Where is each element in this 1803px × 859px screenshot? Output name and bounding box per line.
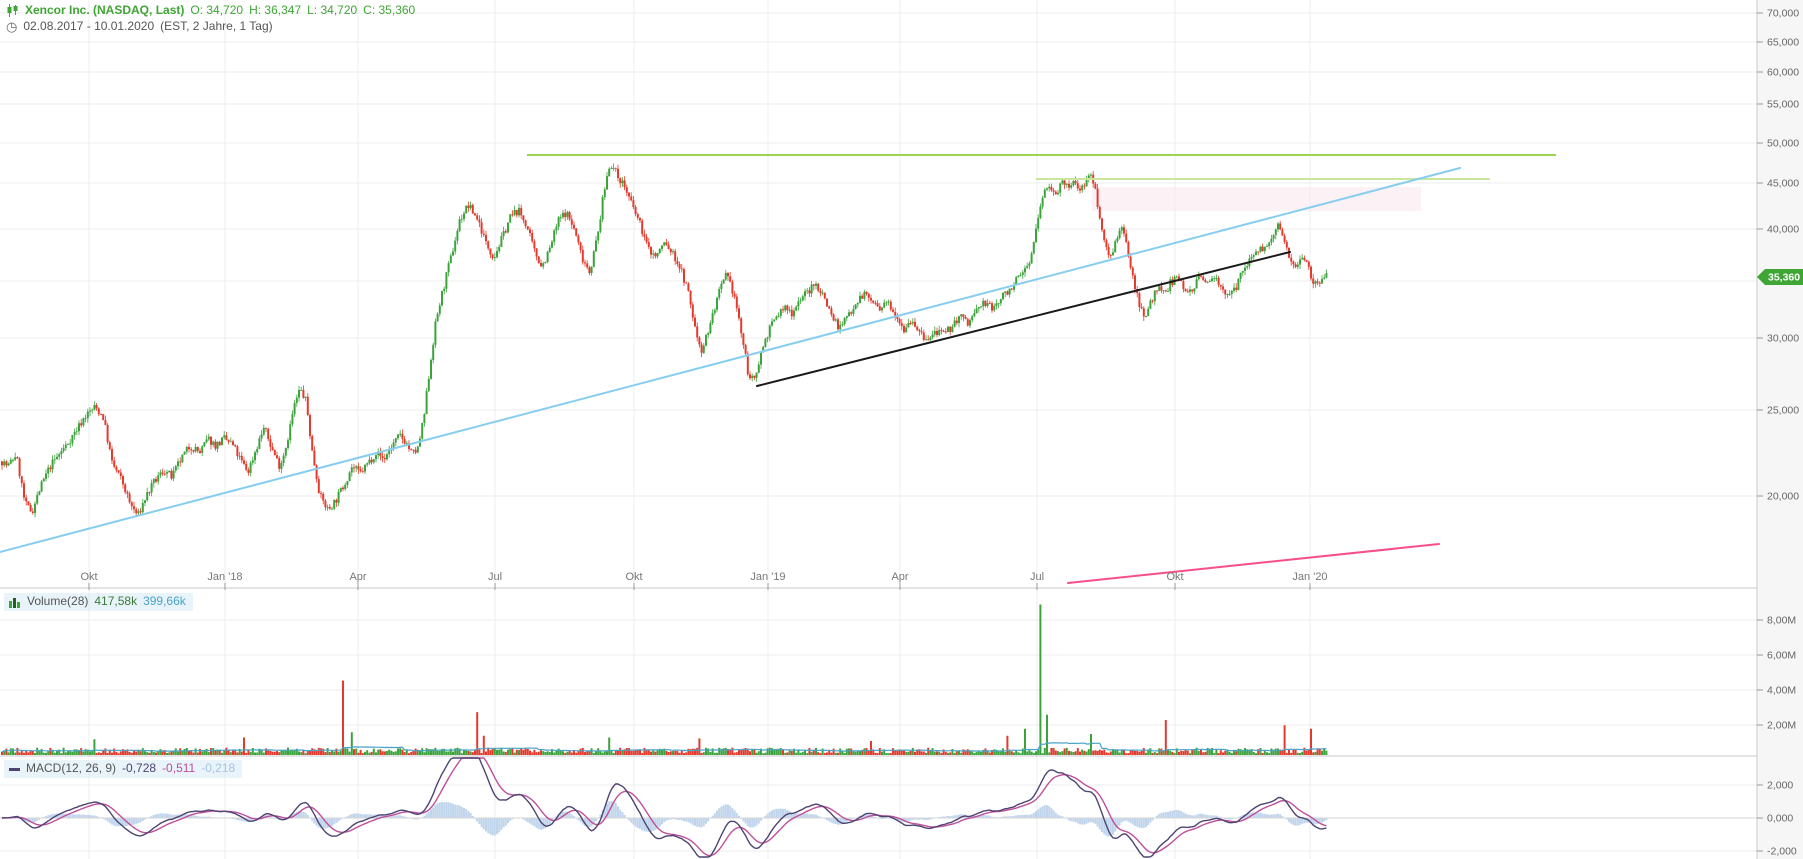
macd-line-icon (9, 764, 20, 774)
clock-icon: ◷ (6, 19, 18, 34)
price-tick-label: 55,000 (1767, 99, 1799, 111)
last-price-badge-label: 35,360 (1768, 272, 1800, 284)
volume-bars-icon (9, 596, 21, 608)
month-label: Jan '19 (750, 571, 785, 583)
volume-indicator-label: Volume(28) (27, 594, 89, 608)
symbol-label: Xencor Inc. (NASDAQ, Last) (25, 3, 185, 17)
macd-tick-label: -2,000 (1767, 846, 1797, 858)
macd-legend: MACD(12, 26, 9) -0,728 -0,511 -0,218 (4, 760, 243, 778)
month-label: Okt (80, 571, 97, 583)
close-value: C: 35,360 (363, 3, 416, 17)
month-label: Okt (625, 571, 642, 583)
macd-hist-value: -0,218 (201, 761, 236, 775)
macd-indicator-label: MACD(12, 26, 9) (26, 761, 117, 775)
low-value: L: 34,720 (307, 3, 358, 17)
macd-value: -0,728 (122, 761, 157, 775)
time-axis-labels[interactable] (88, 583, 1311, 590)
volume-layer (1, 604, 1328, 755)
month-label: Jan '18 (207, 571, 242, 583)
volume-tick-label: 4,00M (1767, 685, 1796, 697)
candlestick-icon (6, 4, 19, 17)
trend-pink[interactable] (1067, 543, 1440, 584)
macd-tick-label: 0,000 (1767, 813, 1793, 825)
month-label: Jul (1030, 571, 1044, 583)
price-tick-label: 50,000 (1767, 138, 1799, 150)
main-legend: Xencor Inc. (NASDAQ, Last) O: 34,720 H: … (6, 3, 415, 34)
support-blue[interactable] (0, 167, 1461, 553)
month-label: Apr (891, 571, 908, 583)
price-tick-label: 60,000 (1767, 67, 1799, 79)
price-tick-label: 45,000 (1767, 178, 1799, 190)
price-axis-labels (1757, 12, 1763, 852)
supply-zone (1092, 187, 1421, 211)
volume-tick-label: 6,00M (1767, 650, 1796, 662)
volume-ma-value: 399,66k (143, 594, 186, 608)
macd-tick-label: 2,000 (1767, 780, 1793, 792)
open-value: O: 34,720 (190, 3, 244, 17)
gridlines (0, 0, 1757, 859)
volume-ma-line (1, 742, 1327, 753)
date-range: 02.08.2017 - 10.01.2020 (23, 19, 155, 33)
last-price-badge (1757, 269, 1803, 285)
month-label: Jan '20 (1292, 571, 1327, 583)
high-value: H: 36,347 (249, 3, 302, 17)
price-tick-label: 20,000 (1767, 491, 1799, 503)
price-tick-label: 30,000 (1767, 333, 1799, 345)
volume-tick-label: 2,00M (1767, 720, 1796, 732)
month-label: Apr (349, 571, 366, 583)
month-label: Jul (488, 571, 502, 583)
price-tick-label: 25,000 (1767, 405, 1799, 417)
price-tick-label: 65,000 (1767, 37, 1799, 49)
macd-main-line (1, 757, 1327, 858)
candles-layer (1, 163, 1328, 518)
price-tick-label: 70,000 (1767, 8, 1799, 20)
support-black[interactable] (756, 251, 1291, 387)
price-axis-gutter[interactable] (1757, 0, 1803, 859)
volume-legend: Volume(28) 417,58k 399,66k (4, 593, 193, 611)
macd-layer (0, 757, 1757, 858)
volume-current-value: 417,58k (94, 594, 138, 608)
month-label: Okt (1166, 571, 1183, 583)
macd-signal-value: -0,511 (162, 761, 196, 775)
price-tick-label: 40,000 (1767, 224, 1799, 236)
timeframe: (EST, 2 Jahre, 1 Tag) (160, 19, 273, 33)
volume-tick-label: 8,00M (1767, 615, 1796, 627)
